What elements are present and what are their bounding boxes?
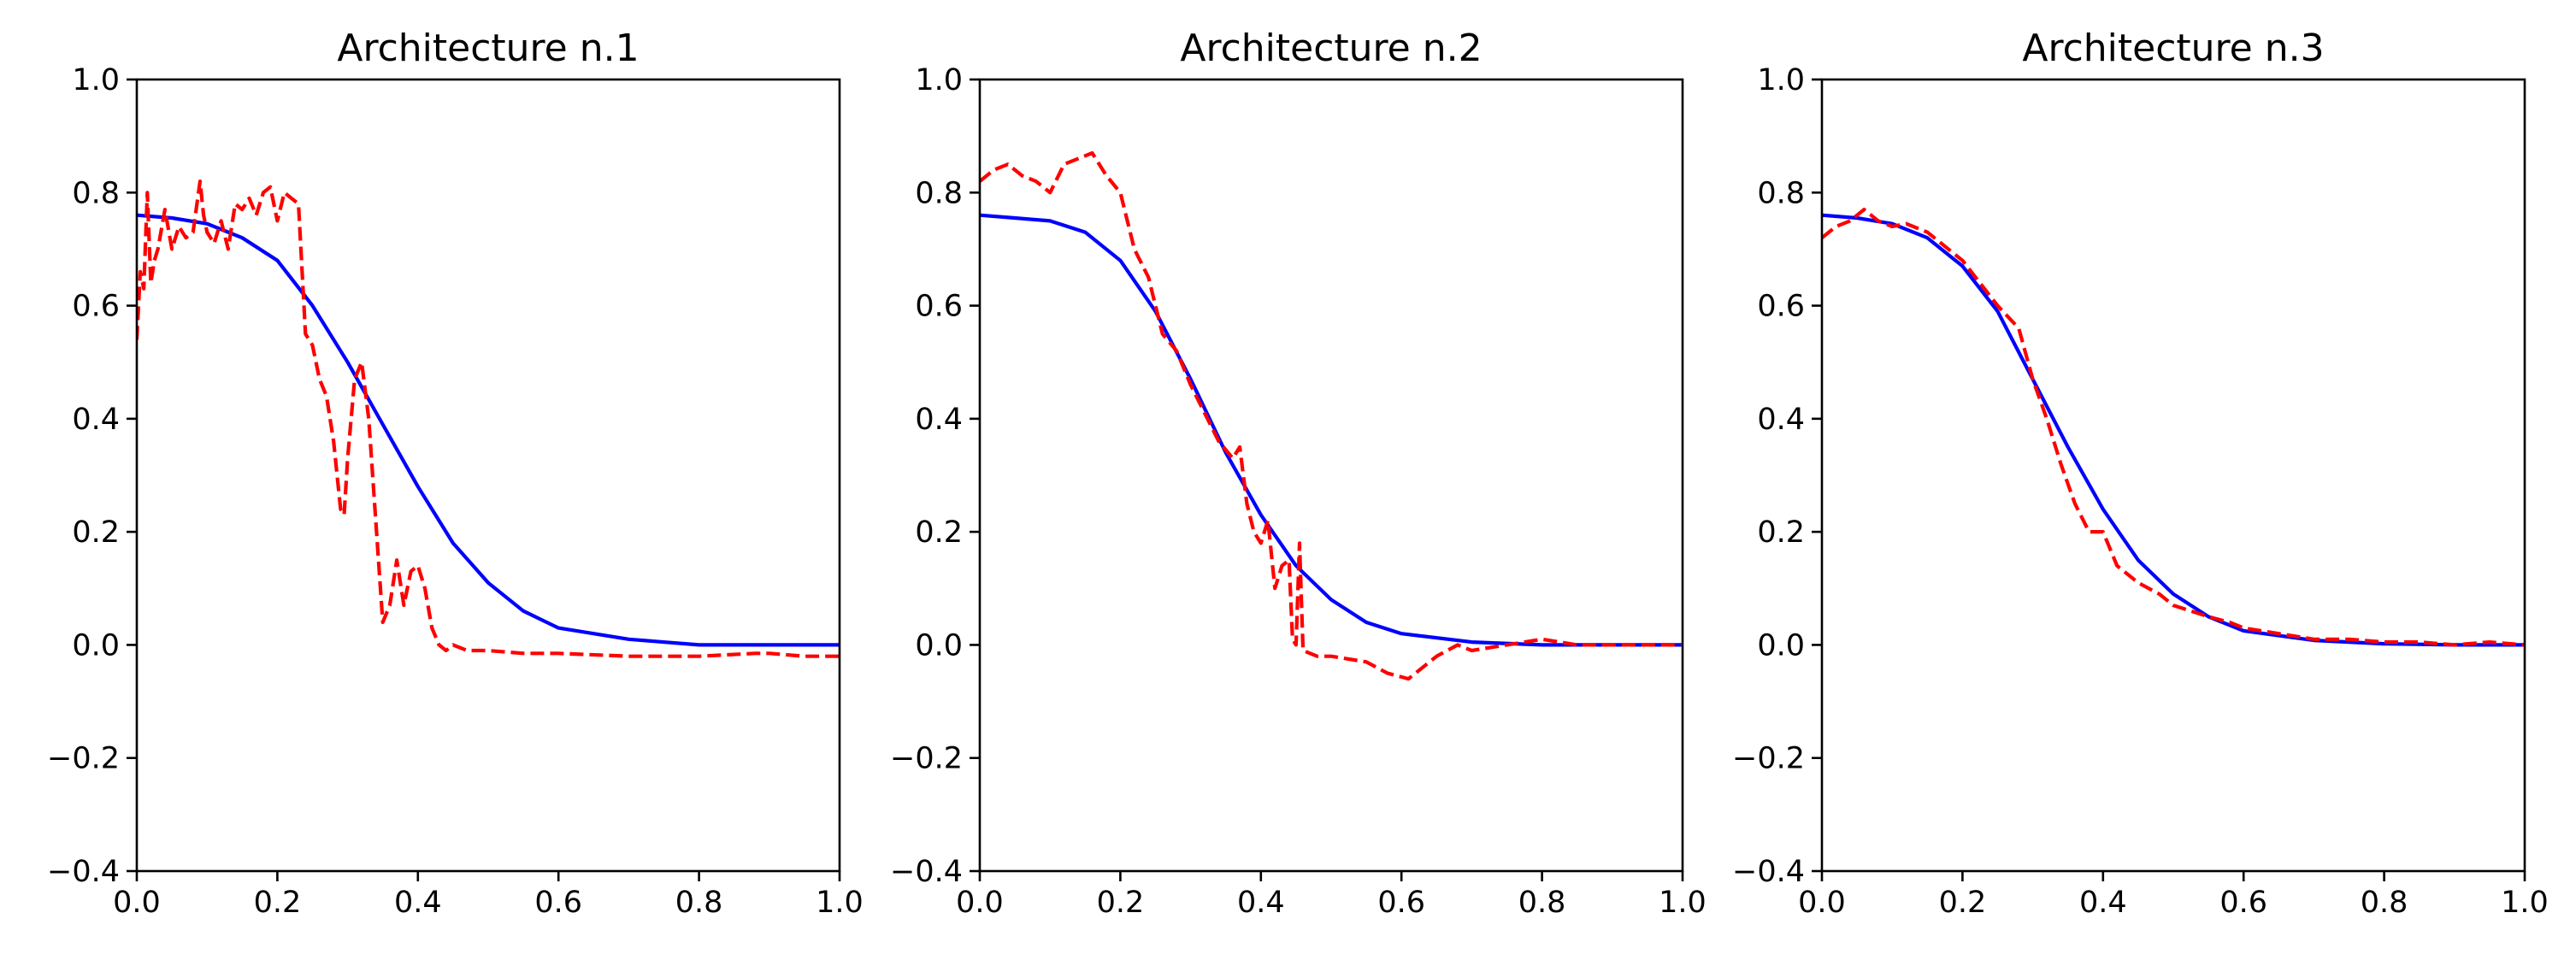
x-tick-label: 0.2 [1097, 886, 1145, 920]
y-tick-label: 0.4 [72, 403, 120, 437]
x-tick-label: 0.6 [1377, 886, 1425, 920]
y-tick-label: 0.4 [1757, 403, 1805, 437]
x-tick-label: 1.0 [816, 886, 864, 920]
series-line-reference [1822, 213, 2525, 647]
x-tick-label: 0.2 [254, 886, 302, 920]
y-tick-label: 1.0 [915, 63, 963, 97]
x-tick-label: 0.4 [2079, 886, 2127, 920]
y-tick-label: 0.0 [72, 628, 120, 662]
y-tick-label: 1.0 [1757, 63, 1805, 97]
axes-frame [1820, 78, 2526, 873]
y-tick-label: −0.4 [1732, 855, 1805, 889]
y-tick-label: 0.6 [72, 290, 120, 324]
series-line-reference [137, 213, 840, 647]
subplot-architecture-2: Architecture n.2 0.0 0.2 0.4 0.6 0.8 1.0 −0.4 −… [890, 26, 1707, 920]
x-tick-label: 0.0 [1798, 886, 1846, 920]
series-line-prediction [137, 180, 840, 658]
x-tick-label: 0.0 [956, 886, 1004, 920]
x-tick-label: 1.0 [1659, 886, 1707, 920]
x-tick-label: 0.2 [1939, 886, 1987, 920]
y-tick-label: 0.6 [1757, 290, 1805, 324]
y-tick-label: 0.2 [72, 515, 120, 550]
axes-frame [135, 78, 841, 873]
x-tick-label: 0.4 [394, 886, 442, 920]
x-tick-label: 0.8 [675, 886, 723, 920]
y-tick-label: −0.4 [890, 855, 963, 889]
subplot-architecture-3: Architecture n.3 0.0 0.2 0.4 0.6 0.8 1.0 −0.4 −… [1732, 26, 2549, 920]
y-tick-label: −0.4 [47, 855, 120, 889]
series-line-prediction [980, 150, 1683, 681]
subplot-title: Architecture n.3 [2022, 26, 2324, 70]
x-tick-label: 0.4 [1237, 886, 1285, 920]
series-line-prediction [1822, 208, 2525, 647]
y-tick-label: 1.0 [72, 63, 120, 97]
x-tick-label: 0.6 [534, 886, 582, 920]
y-tick-label: 0.2 [1757, 515, 1805, 550]
axes-frame [978, 78, 1684, 873]
y-tick-label: −0.2 [47, 742, 120, 776]
y-tick-label: −0.2 [1732, 742, 1805, 776]
x-tick-label: 0.6 [2219, 886, 2267, 920]
y-tick-label: 0.4 [915, 403, 963, 437]
series-line-reference [980, 213, 1683, 647]
y-tick-label: 0.0 [915, 628, 963, 662]
subplot-title: Architecture n.2 [1180, 26, 1482, 70]
y-tick-label: 0.2 [915, 515, 963, 550]
x-tick-label: 0.0 [113, 886, 161, 920]
x-tick-label: 0.8 [2361, 886, 2408, 920]
y-tick-label: 0.8 [915, 176, 963, 210]
x-tick-label: 0.8 [1518, 886, 1566, 920]
y-tick-label: 0.8 [1757, 176, 1805, 210]
y-tick-label: −0.2 [890, 742, 963, 776]
y-tick-label: 0.0 [1757, 628, 1805, 662]
x-tick-label: 1.0 [2501, 886, 2549, 920]
y-tick-label: 0.8 [72, 176, 120, 210]
subplot-title: Architecture n.1 [337, 26, 639, 70]
y-tick-label: 0.6 [915, 290, 963, 324]
subplot-architecture-1: Architecture n.1 0.0 0.2 0.4 0.6 0.8 1.0 −0.4 −… [47, 26, 864, 920]
